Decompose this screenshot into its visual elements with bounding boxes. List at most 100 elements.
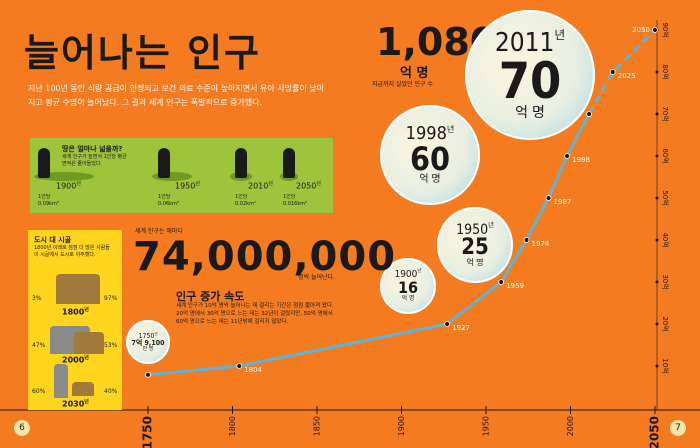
year-unit: 년 (154, 331, 158, 336)
house (72, 382, 94, 396)
data-point (498, 279, 505, 285)
land-area: 1인당 0.016km² (283, 194, 307, 208)
urban-box: 도시 대 시골 1800년 이래로 점점 더 많은 사람들이 시골에서 도시로 … (28, 230, 122, 410)
urban-left: 3% (32, 295, 42, 302)
year: 1750 (138, 331, 155, 340)
person (158, 148, 170, 178)
intro: 지난 100년 동안 식량 공급이 안정되고 보건 의료 수준이 높아지면서 유… (28, 84, 325, 107)
population-line (147, 113, 591, 377)
page-number: 7 (670, 420, 686, 436)
x-tick-label: 1900 (397, 416, 406, 436)
urban-right: 97% (104, 295, 118, 302)
land-area: 1인당 0.06km² (158, 194, 179, 208)
land-box: 땅은 얼마나 넓을까? 세계 인구가 늘면서 1인당 평균 면적은 줄어들었다.… (30, 138, 333, 213)
person (283, 148, 295, 178)
year: 1800 (62, 307, 85, 317)
growth-pre: 세계 인구는 해마다 (135, 228, 183, 235)
urban-left: 60% (32, 388, 46, 395)
y-tick-label: 80억 (661, 64, 669, 79)
speed-text: 세계 인구가 10억 명씩 늘어나는 데 걸리는 기간은 점점 짧아져 왔다. … (176, 303, 334, 325)
data-point (609, 69, 616, 75)
total-unit: 억 명 (400, 66, 429, 81)
area: 0.016km² (283, 201, 308, 207)
point-label: 1998 (572, 156, 590, 164)
growth-number: 74,000,000 (133, 234, 397, 280)
globe: 2011년 70 억 명 (465, 10, 595, 140)
y-tick (655, 112, 659, 116)
year-unit: 년 (268, 181, 273, 187)
speed-title: 인구 증가 속도 (176, 290, 245, 303)
y-tick (655, 154, 659, 158)
shadow (152, 172, 192, 181)
point-label: 1959 (506, 282, 524, 290)
urban-text: 1800년 이래로 점점 더 많은 사람들이 시골에서 도시로 이주했다. (34, 245, 110, 258)
year-unit: 년 (446, 124, 455, 134)
urban-year: 1800년 (62, 306, 89, 317)
y-tick (655, 238, 659, 242)
year-unit: 년 (417, 269, 422, 274)
page-number: 6 (14, 420, 30, 436)
year: 1998 (405, 123, 447, 144)
data-point (564, 153, 571, 159)
number: 60 (409, 140, 451, 178)
x-tick-label: 2000 (566, 416, 575, 436)
data-point (444, 321, 451, 327)
year-unit: 년 (488, 222, 494, 229)
year-unit: 년 (84, 355, 89, 361)
year-unit: 년 (195, 181, 200, 187)
unit: 만 명 (142, 345, 154, 352)
urban-right: 40% (104, 388, 118, 395)
point-label: 1974 (532, 240, 550, 248)
y-tick (655, 196, 659, 200)
building (54, 364, 68, 398)
land-text: 세계 인구가 늘면서 1인당 평균 면적은 줄어들었다. (62, 154, 127, 167)
year-unit: 년 (76, 181, 81, 187)
year: 2000 (62, 355, 85, 365)
data-point (236, 363, 243, 369)
unit: 억 명 (466, 258, 484, 267)
y-tick-label: 90억 (661, 22, 669, 37)
urban-right: 53% (104, 342, 118, 349)
year-unit: 년 (554, 28, 566, 42)
urban-year: 2030년 (62, 398, 89, 409)
shadow (34, 172, 94, 181)
year: 1900 (394, 269, 418, 280)
area: 0.02km² (235, 201, 256, 207)
label: 1인당 (235, 194, 248, 200)
y-tick (655, 322, 659, 326)
globe: 1750년 7억 9,100 만 명 (126, 320, 170, 364)
year: 1950 (456, 222, 489, 238)
x-tick-label: 2050 (648, 416, 662, 448)
globe: 1950년 25 억 명 (437, 207, 513, 283)
number: 25 (461, 235, 489, 260)
y-tick-label: 70억 (661, 106, 669, 121)
year: 1950 (175, 181, 196, 191)
title: 늘어나는 인구 (24, 31, 261, 75)
x-tick-label: 1850 (313, 416, 322, 436)
label: 1인당 (283, 194, 296, 200)
data-point (652, 27, 658, 33)
unit: 억 명 (419, 174, 441, 185)
year-unit: 년 (84, 399, 89, 405)
population-line (587, 28, 657, 115)
total-caption: 지금까지 살았던 인구 수 (372, 81, 433, 88)
year: 2010 (248, 181, 269, 191)
number: 16 (397, 278, 419, 297)
point-label: 2050 (632, 26, 650, 34)
unit: 억 명 (401, 295, 415, 302)
x-tick-label: 1750 (141, 416, 155, 448)
person (38, 148, 50, 178)
year: 1900 (56, 181, 77, 191)
area: 0.09km² (38, 201, 59, 207)
year-unit: 년 (84, 307, 89, 313)
land-area: 1인당 0.09km² (38, 194, 59, 208)
urban-left: 47% (32, 342, 46, 349)
number: 7억 9,100 (131, 338, 165, 347)
year: 2050 (296, 181, 317, 191)
year: 2011 (494, 28, 555, 58)
area: 0.06km² (158, 201, 179, 207)
house (56, 274, 100, 304)
land-year: 2050년 (296, 180, 321, 191)
data-point (586, 111, 592, 117)
